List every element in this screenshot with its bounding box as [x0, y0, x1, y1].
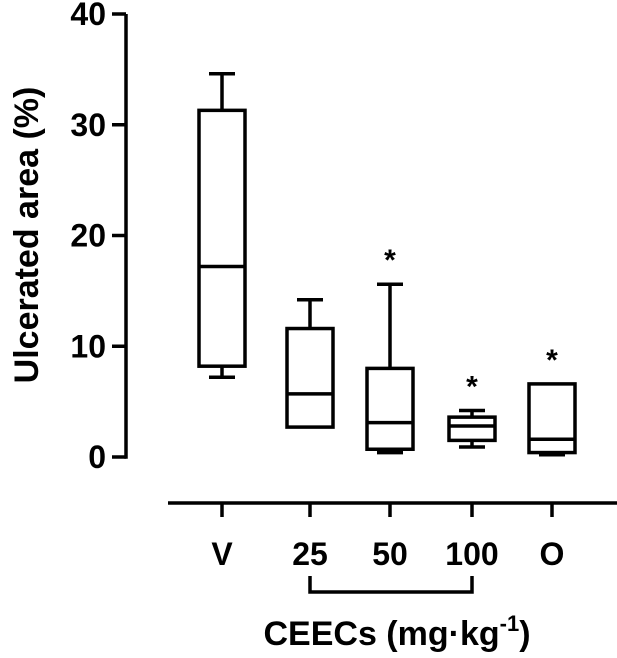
y-axis-title: Ulcerated area (%): [8, 87, 46, 384]
box-iqr: [365, 366, 415, 451]
significance-marker: *: [466, 370, 478, 403]
y-tick-label: 30: [70, 107, 106, 143]
x-tick-label: 25: [292, 536, 328, 572]
y-tick-label: 20: [70, 218, 106, 254]
y-axis: 0 10 20 30 40: [70, 0, 128, 475]
x-tick-label: 100: [445, 536, 498, 572]
x-axis-title-close: ): [519, 615, 530, 653]
x-axis-title-superscript: -1: [500, 611, 520, 636]
x-axis-title: CEECs (mg·kg-1): [263, 611, 530, 653]
box-series: * * *: [197, 72, 577, 457]
significance-marker: *: [384, 244, 396, 277]
y-tick-label: 40: [70, 0, 106, 32]
significance-marker: *: [546, 344, 558, 377]
x-axis-title-main: CEECs (mg·kg: [263, 615, 499, 653]
box-O: *: [527, 344, 577, 457]
y-tick-label: 0: [88, 439, 106, 475]
box-iqr: [197, 108, 247, 368]
x-tick-label: 50: [372, 536, 408, 572]
x-tick-label: O: [540, 536, 565, 572]
box-100: *: [447, 370, 497, 449]
dose-bracket: [308, 576, 474, 594]
y-tick-label: 10: [70, 328, 106, 364]
box-50: *: [365, 244, 415, 455]
box-iqr: [527, 382, 577, 455]
x-tick-label: V: [211, 536, 233, 572]
box-iqr: [285, 326, 335, 429]
box-iqr: [447, 415, 497, 443]
box-25: [285, 297, 335, 429]
x-axis: V 25 50 100 O: [168, 501, 617, 594]
box-V: [197, 72, 247, 380]
